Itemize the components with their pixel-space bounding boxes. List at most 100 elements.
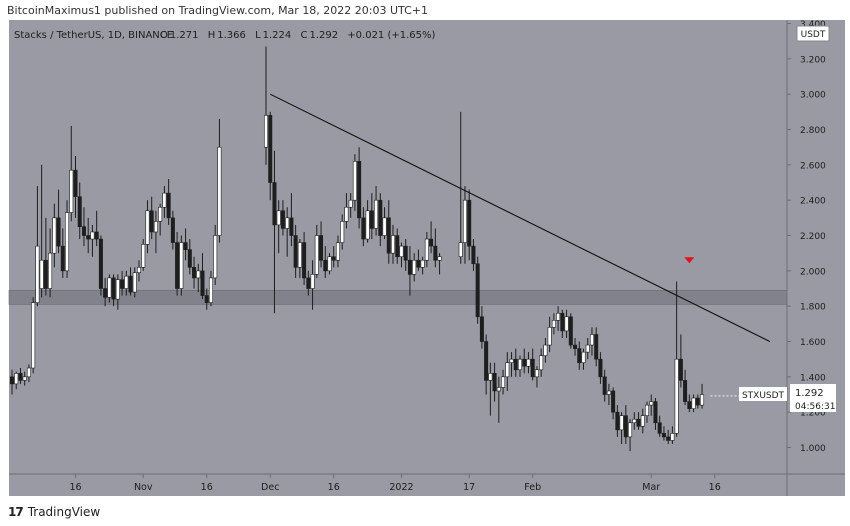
candle bbox=[420, 256, 425, 275]
candle bbox=[187, 239, 192, 275]
candle bbox=[348, 193, 353, 218]
candle-body bbox=[297, 242, 302, 268]
candle-body bbox=[568, 316, 573, 346]
candle-body bbox=[501, 376, 506, 388]
candle-body bbox=[543, 344, 548, 356]
candle bbox=[310, 260, 315, 310]
candle bbox=[437, 253, 442, 275]
candle bbox=[166, 178, 171, 225]
footer-brand[interactable]: 17 TradingView bbox=[8, 505, 100, 519]
candle bbox=[378, 193, 383, 247]
candle-body bbox=[65, 212, 70, 272]
candle-body bbox=[14, 373, 19, 385]
time-axis[interactable] bbox=[9, 474, 845, 496]
candle-body bbox=[462, 199, 467, 243]
candle-body bbox=[306, 277, 311, 289]
candle bbox=[276, 200, 281, 254]
candle-body bbox=[560, 312, 565, 332]
candle bbox=[501, 369, 506, 395]
y-tick-label: 1.800 bbox=[800, 303, 826, 313]
candle-body bbox=[412, 259, 417, 275]
candle-body bbox=[331, 256, 336, 261]
candle bbox=[263, 46, 268, 165]
last-price: 1.292 bbox=[795, 388, 824, 399]
candle-body bbox=[158, 206, 163, 222]
candle bbox=[352, 154, 357, 211]
candle-body bbox=[403, 245, 408, 261]
x-tick-label: 2022 bbox=[389, 482, 413, 493]
candle-body bbox=[564, 316, 569, 332]
candle-body bbox=[183, 242, 188, 250]
candle bbox=[594, 327, 599, 367]
candle bbox=[314, 224, 319, 278]
candle-body bbox=[539, 355, 544, 371]
candle-body bbox=[196, 270, 201, 279]
candle-body bbox=[327, 256, 332, 272]
candle-body bbox=[619, 415, 624, 431]
candle-body bbox=[352, 161, 357, 201]
candle-body bbox=[623, 415, 628, 438]
candle bbox=[111, 274, 116, 307]
candle bbox=[691, 394, 696, 413]
candle bbox=[564, 309, 569, 338]
candle-body bbox=[479, 316, 484, 342]
candle bbox=[179, 235, 184, 296]
candle bbox=[530, 348, 535, 381]
candle-body bbox=[700, 394, 705, 406]
candle bbox=[471, 239, 476, 271]
candle-body bbox=[166, 192, 171, 219]
legend-low: 1.224 bbox=[263, 30, 292, 41]
candle bbox=[280, 200, 285, 236]
x-tick-label: 16 bbox=[328, 482, 340, 493]
candle bbox=[272, 150, 277, 314]
candle bbox=[683, 369, 688, 406]
candle bbox=[213, 224, 218, 285]
candle-body bbox=[10, 376, 15, 385]
candle-body bbox=[43, 259, 48, 289]
x-tick-label: Feb bbox=[524, 482, 541, 493]
candle-body bbox=[268, 115, 273, 183]
candle-body bbox=[128, 275, 133, 293]
candle-body bbox=[691, 397, 696, 409]
candle bbox=[94, 210, 99, 247]
candle bbox=[344, 193, 349, 229]
candle-body bbox=[335, 242, 340, 261]
y-tick-label: 2.600 bbox=[800, 161, 826, 171]
candle-body bbox=[615, 411, 620, 431]
candle-body bbox=[505, 362, 510, 378]
descending-trendline bbox=[269, 93, 771, 343]
candle-body bbox=[120, 279, 125, 289]
candle bbox=[158, 203, 163, 236]
candle-body bbox=[310, 274, 315, 289]
last-price-symbol: STXUSDT bbox=[742, 391, 785, 401]
candle bbox=[509, 352, 514, 377]
currency-badge[interactable] bbox=[796, 25, 830, 42]
candle-body bbox=[60, 245, 65, 272]
candle-body bbox=[509, 358, 514, 364]
y-tick-label: 2.000 bbox=[800, 267, 826, 277]
candle bbox=[560, 309, 565, 338]
candle-body bbox=[175, 242, 180, 289]
candle-body bbox=[52, 217, 57, 254]
x-tick-label: 17 bbox=[463, 482, 475, 493]
candle bbox=[48, 228, 53, 298]
candle-body bbox=[81, 226, 86, 236]
candle bbox=[386, 200, 391, 264]
candle bbox=[319, 221, 324, 268]
candle-body bbox=[606, 390, 611, 395]
candle bbox=[517, 355, 522, 377]
candle-body bbox=[141, 244, 146, 268]
candle bbox=[18, 368, 23, 384]
x-tick-label: 16 bbox=[709, 482, 721, 493]
candle bbox=[73, 156, 78, 218]
candle-body bbox=[98, 238, 103, 289]
candle bbox=[170, 210, 175, 250]
candle bbox=[90, 224, 95, 257]
candle-body bbox=[149, 210, 154, 233]
candle bbox=[81, 207, 86, 247]
candle bbox=[661, 426, 666, 441]
candle-body bbox=[386, 217, 391, 254]
candle-body bbox=[636, 418, 641, 427]
candle bbox=[534, 366, 539, 388]
